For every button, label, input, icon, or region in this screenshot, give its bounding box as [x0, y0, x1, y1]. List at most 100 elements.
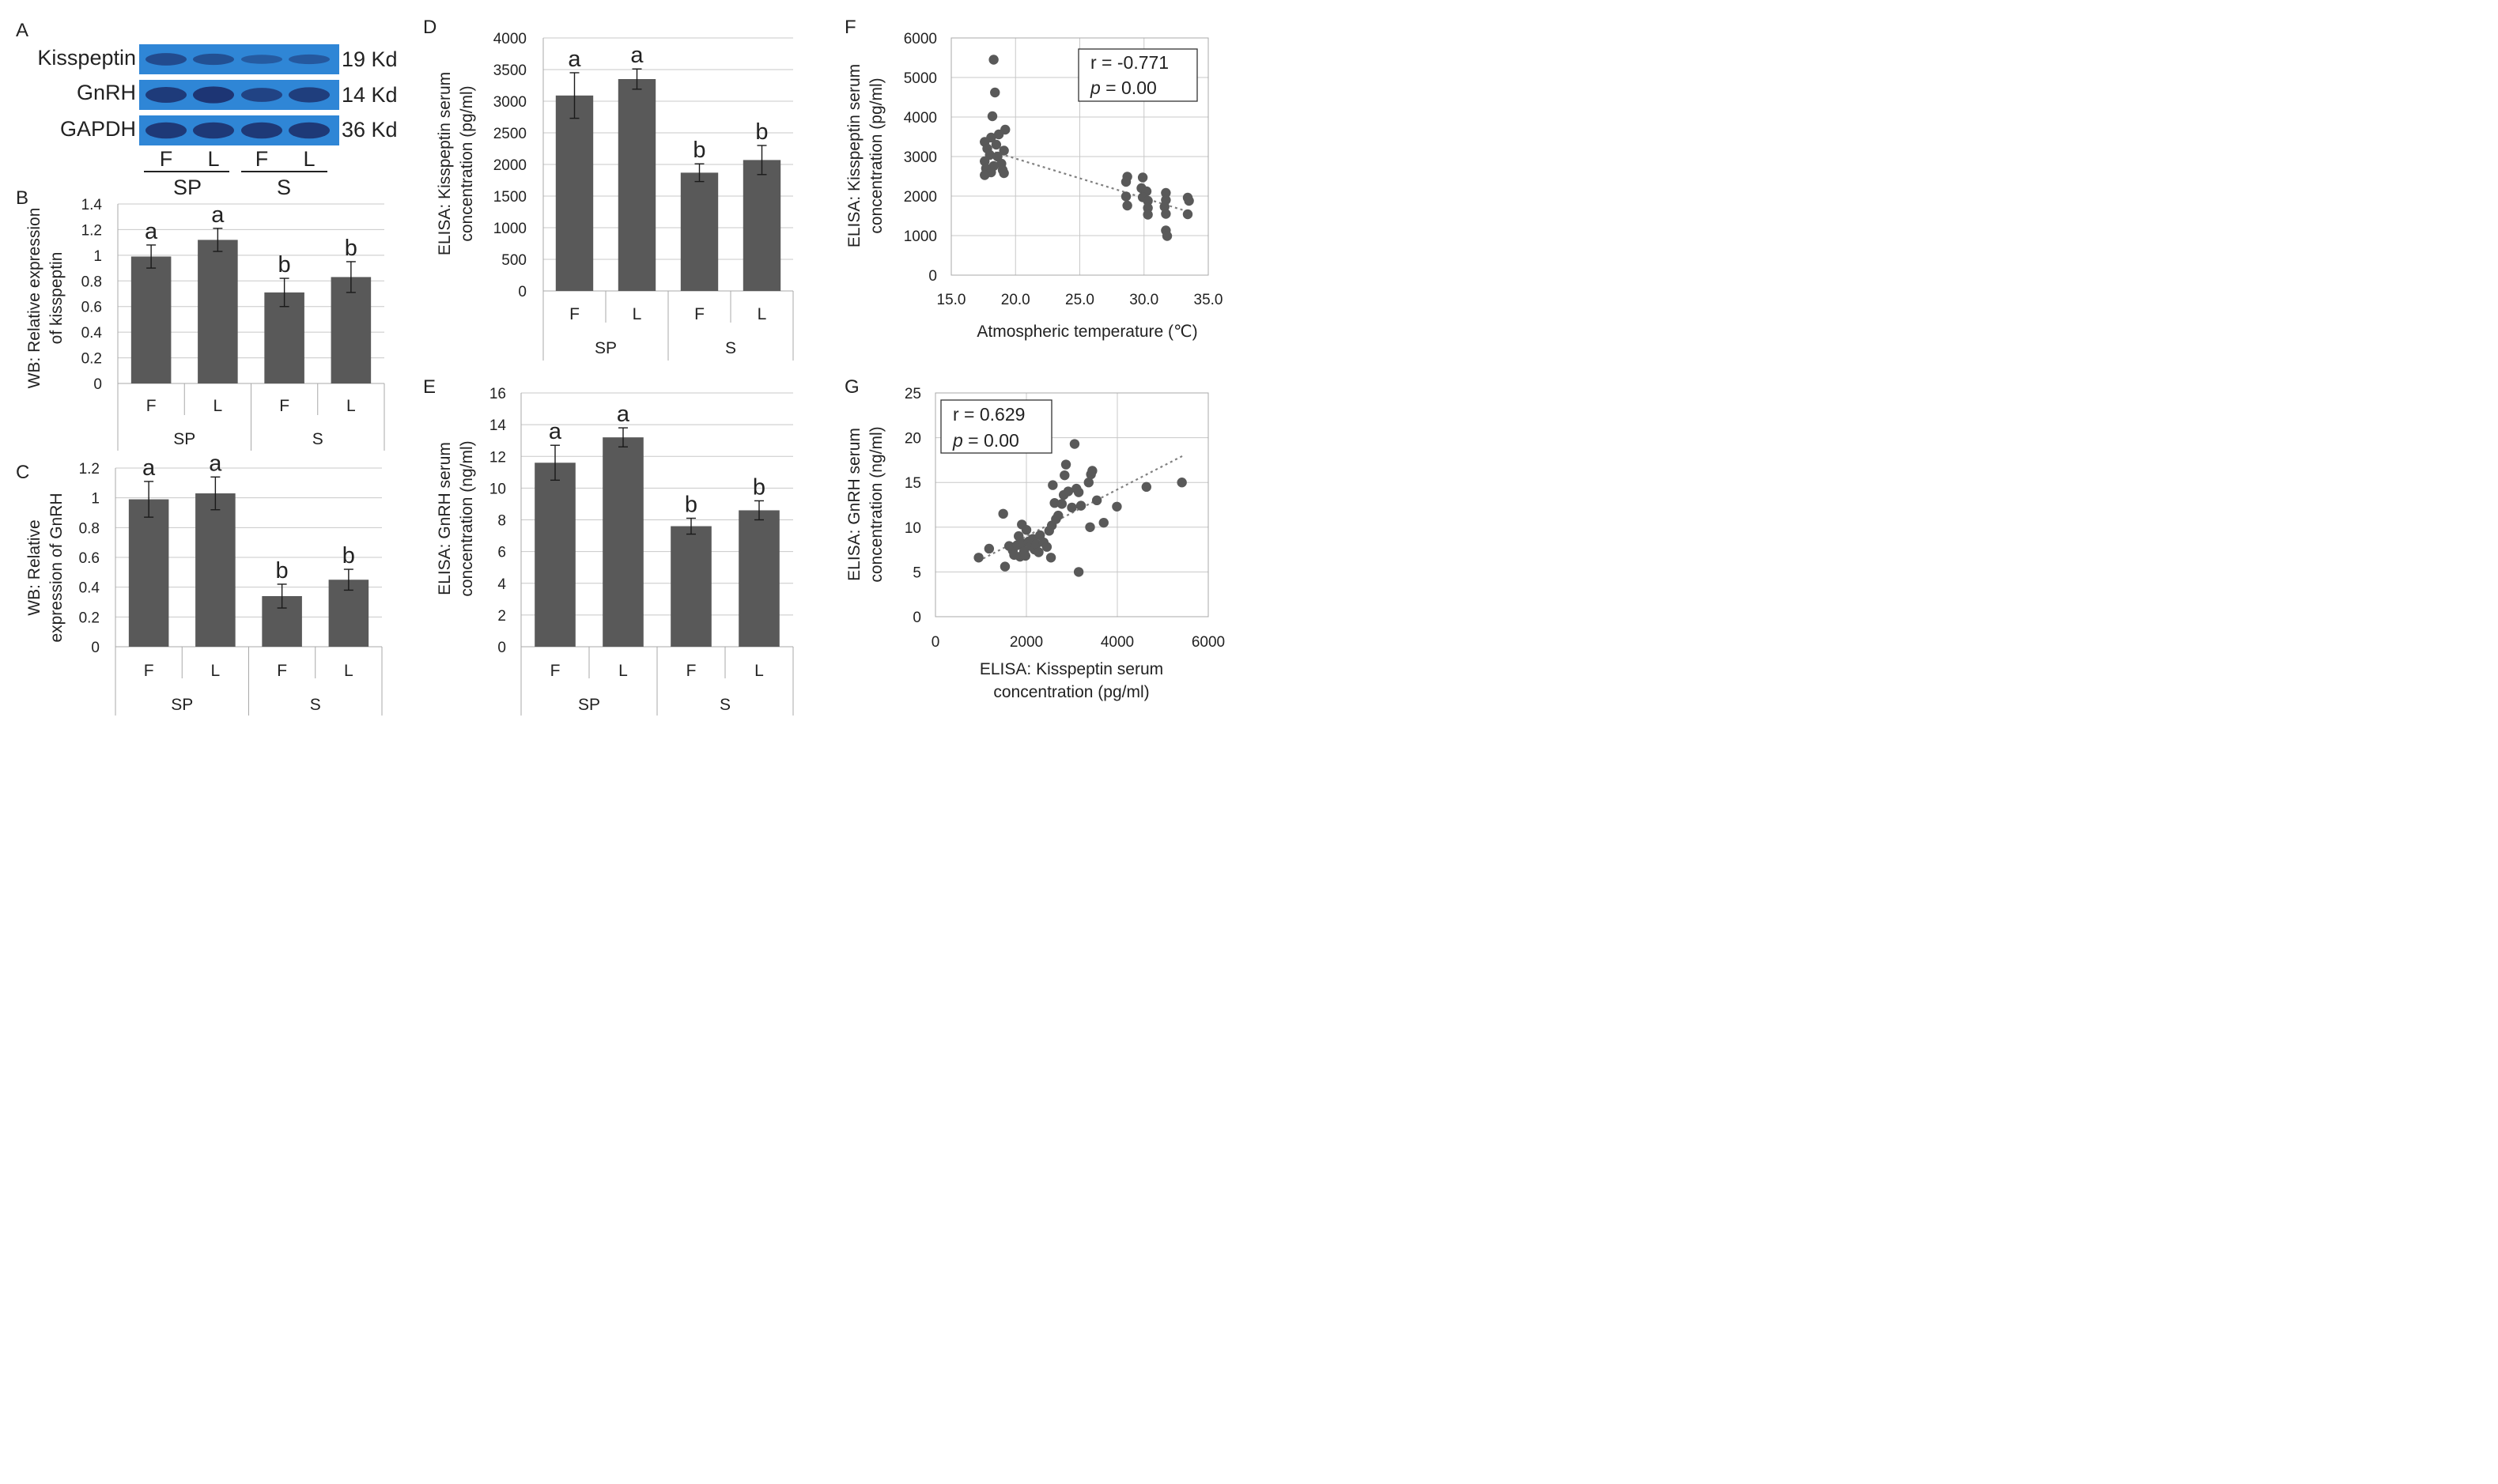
significance-letter: b — [753, 474, 765, 500]
data-point — [1067, 502, 1077, 513]
data-point — [1053, 510, 1064, 521]
y-tick-label: 0.4 — [81, 325, 103, 342]
data-point — [1075, 500, 1086, 511]
y-axis-title-line: ELISA: Kisspeptin serum — [436, 72, 454, 255]
data-point — [1045, 553, 1056, 563]
category-label: F — [694, 305, 705, 323]
y-axis-title-line: ELISA: GnRH serum — [845, 428, 864, 581]
data-point — [984, 543, 995, 554]
data-point — [1069, 439, 1080, 449]
significance-letter: a — [209, 451, 222, 476]
x-tick-label: 6000 — [1192, 634, 1225, 651]
x-tick-label: 30.0 — [1129, 292, 1158, 308]
y-axis-title-line: WB: Relative expression — [25, 208, 43, 389]
category-label: L — [754, 662, 764, 680]
significance-letter: b — [342, 543, 355, 568]
y-tick-label: 0 — [93, 376, 102, 393]
x-tick-label: 15.0 — [937, 292, 966, 308]
stats-p-value: = 0.00 — [963, 430, 1019, 451]
x-tick-label: 35.0 — [1194, 292, 1223, 308]
y-tick-label: 25 — [905, 386, 921, 402]
stats-box-frame — [1078, 48, 1198, 102]
y-axis-title-line: concentration (ng/ml) — [867, 426, 886, 582]
data-point — [990, 87, 1000, 98]
category-label: F — [279, 397, 289, 415]
panel-letter-f: F — [845, 17, 856, 38]
y-tick-label: 1 — [91, 491, 100, 508]
y-axis-title-line: concentration (pg/ml) — [867, 77, 886, 233]
panel-d-kisspeptin-elisa-chart: D 0 500 1000 1500 2000 2500 3000 3500 4000 a Fa Lb… — [423, 17, 794, 361]
y-tick-label: 1 — [93, 248, 102, 265]
blot-protein-label: Kisspeptin — [37, 46, 136, 70]
data-point — [1063, 486, 1074, 497]
y-tick-label: 1500 — [493, 189, 527, 206]
y-tick-label: 12 — [489, 449, 506, 466]
blot-lane-label: F — [160, 147, 173, 171]
data-point — [980, 170, 990, 180]
blot-protein-label: GnRH — [77, 81, 136, 104]
y-axis-title-line: concentration (ng/ml) — [458, 440, 476, 596]
category-label: F — [550, 662, 561, 680]
group-label: S — [310, 696, 321, 714]
significance-letter: b — [278, 252, 291, 278]
significance-letter: a — [568, 47, 581, 72]
significance-letter: a — [630, 43, 644, 68]
data-point — [1177, 478, 1187, 488]
bar — [671, 526, 712, 647]
data-point — [987, 111, 998, 122]
bar — [328, 580, 369, 647]
x-axis-title-line: ELISA: Kisspeptin serum — [980, 660, 1163, 678]
bar — [618, 79, 656, 291]
y-axis-title-line: ELISA: Kisspeptin serum — [845, 64, 864, 247]
blot-lane-label: F — [255, 147, 269, 171]
bar — [128, 499, 169, 647]
group-label: SP — [578, 696, 600, 714]
y-tick-label: 15 — [905, 475, 921, 492]
category-label: F — [146, 397, 157, 415]
data-point — [1041, 542, 1052, 552]
data-point — [1143, 195, 1153, 206]
y-axis-title-line: ELISA: GnRH serum — [436, 442, 454, 595]
stats-p: p = 0.00 — [1090, 77, 1157, 98]
blot-size-label: 36 Kd — [342, 118, 398, 142]
data-point — [1098, 517, 1109, 528]
blot-band — [193, 122, 234, 139]
y-tick-label: 0.4 — [79, 580, 100, 597]
category-label: L — [633, 305, 642, 323]
stats-box-frame — [940, 399, 1052, 454]
significance-letter: a — [549, 419, 562, 444]
significance-letter: b — [693, 138, 705, 163]
data-point — [1056, 499, 1068, 509]
data-point — [1121, 176, 1132, 187]
blot-row-gnrh: GnRH 14 Kd — [77, 80, 398, 110]
blot-band — [241, 88, 282, 102]
significance-letter: b — [276, 558, 289, 583]
x-tick-label: 20.0 — [1001, 292, 1030, 308]
blot-band — [241, 55, 282, 64]
group-label: SP — [595, 339, 617, 357]
y-tick-label: 0.2 — [79, 610, 100, 626]
y-tick-label: 6000 — [904, 31, 937, 47]
significance-letter: b — [755, 119, 768, 145]
y-tick-label: 4000 — [904, 110, 937, 126]
y-tick-label: 500 — [501, 252, 527, 269]
category-label: F — [144, 662, 154, 680]
significance-letter: a — [617, 402, 630, 427]
y-tick-label: 1.4 — [81, 197, 103, 213]
y-tick-label: 8 — [497, 513, 506, 530]
panel-a-western-blot: A Kisspeptin 19 Kd GnRH 14 Kd GAPDH 36 K… — [16, 20, 398, 199]
y-tick-label: 2000 — [493, 157, 527, 174]
group-label: SP — [173, 430, 195, 448]
stats-p-symbol: p — [952, 430, 963, 451]
bar — [198, 240, 238, 383]
y-tick-label: 2000 — [904, 189, 937, 206]
data-point — [1122, 200, 1132, 211]
panel-letter-e: E — [423, 376, 436, 398]
data-point — [1091, 495, 1102, 506]
data-point — [1073, 567, 1084, 577]
bar — [555, 95, 594, 291]
panel-letter-a: A — [16, 20, 28, 41]
bar — [739, 510, 780, 647]
y-tick-label: 0 — [497, 640, 506, 656]
y-tick-label: 3000 — [904, 149, 937, 166]
